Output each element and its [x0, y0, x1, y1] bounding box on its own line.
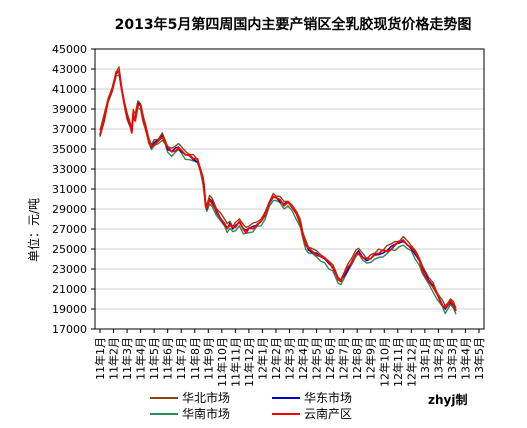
x-tick-label: 12年11月 — [391, 337, 405, 387]
y-tick-label: 23000 — [52, 263, 87, 276]
series-line-4 — [99, 70, 457, 311]
y-tick-label: 45000 — [52, 43, 87, 56]
y-tick-label: 39000 — [52, 103, 87, 116]
x-tick-label: 11年10月 — [215, 337, 229, 387]
x-tick-label: 12年1月 — [255, 337, 269, 380]
x-tick-label: 11年7月 — [174, 337, 188, 380]
x-tick-label: 11年6月 — [161, 337, 175, 380]
y-axis-label: 单位：元/吨 — [26, 198, 41, 262]
x-tick-label: 11年1月 — [93, 337, 107, 380]
y-tick-label: 35000 — [52, 143, 87, 156]
x-tick-label: 11年2月 — [107, 337, 121, 380]
y-tick-label: 33000 — [52, 163, 87, 176]
y-tick-label: 31000 — [52, 183, 87, 196]
x-tick-label: 12年8月 — [350, 337, 364, 380]
x-tick-label: 13年5月 — [472, 337, 486, 380]
x-tick-label: 11年4月 — [134, 337, 148, 380]
legend-label-4: 云南产区 — [304, 406, 352, 421]
x-tick-label: 13年2月 — [431, 337, 445, 380]
y-tick-label: 43000 — [52, 63, 87, 76]
y-tick-label: 19000 — [52, 303, 87, 316]
y-tick-label: 25000 — [52, 243, 87, 256]
y-tick-label: 37000 — [52, 123, 87, 136]
x-tick-label: 13年4月 — [458, 337, 472, 380]
x-tick-label: 12年7月 — [337, 337, 351, 380]
x-tick-label: 13年3月 — [445, 337, 459, 380]
series-line-3 — [99, 74, 457, 315]
x-tick-label: 13年1月 — [418, 337, 432, 380]
x-tick-label: 12年6月 — [323, 337, 337, 380]
y-tick-label: 27000 — [52, 223, 87, 236]
x-tick-label: 12年5月 — [310, 337, 324, 380]
x-tick-label: 11年12月 — [242, 337, 256, 387]
y-tick-label: 29000 — [52, 203, 87, 216]
x-tick-label: 12年10月 — [377, 337, 391, 387]
legend-label-3: 华南市场 — [182, 406, 230, 421]
x-tick-label: 12年4月 — [296, 337, 310, 380]
series-line-1 — [99, 66, 457, 309]
x-tick-label: 12年3月 — [283, 337, 297, 380]
x-tick-label: 11年8月 — [188, 337, 202, 380]
x-tick-label: 11年9月 — [201, 337, 215, 380]
chart-title: 2013年5月第四周国内主要产销区全乳胶现货价格走势图 — [115, 16, 472, 33]
y-tick-label: 41000 — [52, 83, 87, 96]
x-tick-label: 12年12月 — [404, 337, 418, 387]
legend-label-2: 华东市场 — [304, 390, 352, 405]
x-tick-label: 11年5月 — [147, 337, 161, 380]
x-tick-label: 12年9月 — [364, 337, 378, 380]
x-tick-label: 11年11月 — [228, 337, 242, 387]
legend-label-1: 华北市场 — [182, 390, 230, 405]
watermark-label: zhyj制 — [428, 392, 467, 407]
x-tick-label: 12年2月 — [269, 337, 283, 380]
y-tick-label: 21000 — [52, 283, 87, 296]
x-tick-label: 11年3月 — [120, 337, 134, 380]
series-line-2 — [99, 70, 457, 312]
y-tick-label: 17000 — [52, 323, 87, 336]
